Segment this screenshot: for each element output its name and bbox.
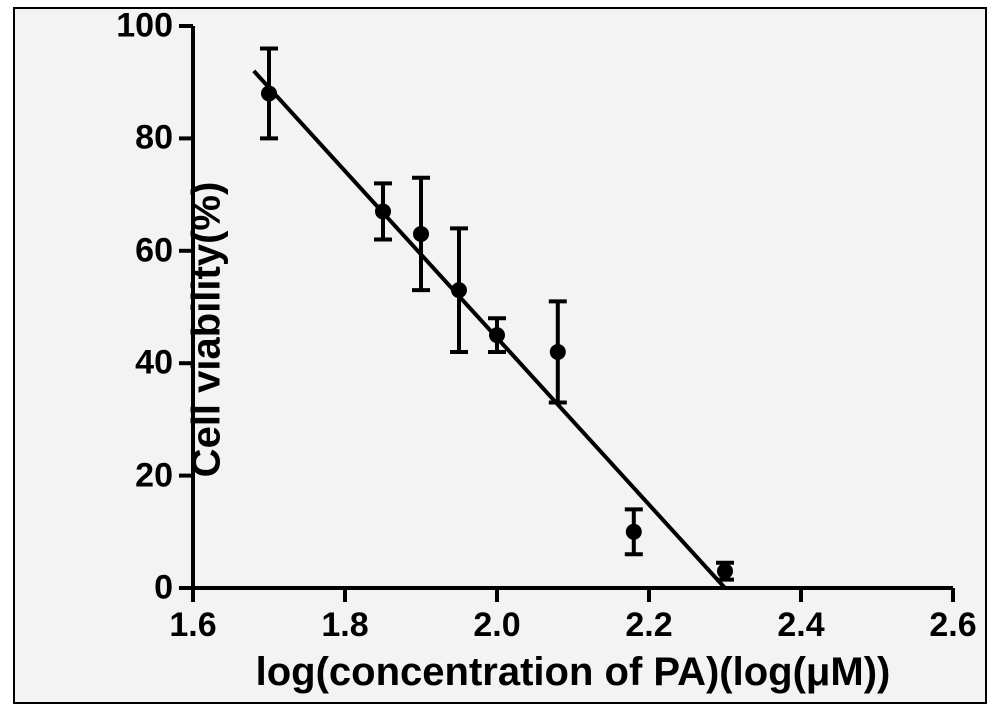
data-point: [626, 524, 642, 540]
y-tick-label: 0: [154, 569, 173, 608]
x-tick-label: 1.6: [169, 606, 216, 645]
x-tick-label: 2.0: [473, 606, 520, 645]
x-tick-label: 2.6: [929, 606, 976, 645]
plot-area: [193, 26, 953, 588]
y-tick-label: 20: [135, 456, 173, 495]
data-point: [413, 226, 429, 242]
chart-svg: [163, 0, 983, 618]
y-tick-label: 80: [135, 119, 173, 158]
fit-line: [254, 71, 725, 588]
x-tick-label: 2.4: [777, 606, 824, 645]
y-tick-label: 40: [135, 344, 173, 383]
data-point: [451, 282, 467, 298]
data-point: [717, 563, 733, 579]
x-tick-label: 1.8: [321, 606, 368, 645]
data-point: [550, 344, 566, 360]
y-axis-label: Cell viability(%): [184, 182, 229, 478]
data-point: [489, 327, 505, 343]
x-tick-label: 2.2: [625, 606, 672, 645]
y-tick-label: 60: [135, 231, 173, 270]
y-tick-label: 100: [116, 7, 173, 46]
data-point: [261, 85, 277, 101]
data-point: [375, 203, 391, 219]
x-axis-label: log(concentration of PA)(log(μM)): [256, 650, 891, 695]
